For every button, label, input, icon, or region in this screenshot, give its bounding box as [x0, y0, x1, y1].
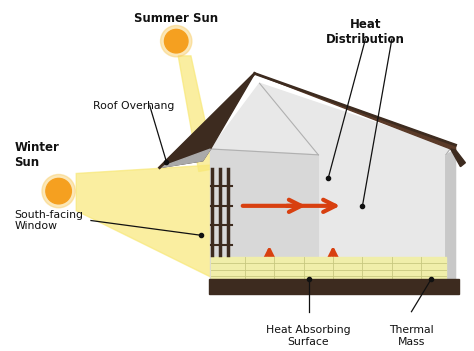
Polygon shape: [213, 196, 377, 279]
Text: Heat Absorbing
Surface: Heat Absorbing Surface: [266, 325, 351, 347]
Polygon shape: [210, 149, 319, 279]
Text: South-facing
Window: South-facing Window: [15, 210, 83, 231]
Polygon shape: [446, 150, 456, 294]
Polygon shape: [319, 155, 446, 279]
Circle shape: [46, 178, 72, 204]
Polygon shape: [210, 257, 446, 279]
Text: Heat
Distribution: Heat Distribution: [326, 18, 405, 46]
Polygon shape: [160, 73, 255, 168]
Polygon shape: [210, 83, 451, 155]
Text: Winter
Sun: Winter Sun: [15, 141, 59, 169]
Polygon shape: [160, 149, 210, 168]
Circle shape: [161, 26, 192, 57]
Text: Summer Sun: Summer Sun: [134, 12, 219, 25]
Circle shape: [42, 174, 75, 208]
Circle shape: [164, 29, 188, 53]
Text: Thermal
Mass: Thermal Mass: [389, 325, 434, 347]
Polygon shape: [209, 279, 458, 294]
Polygon shape: [255, 73, 456, 150]
Polygon shape: [76, 165, 219, 279]
Polygon shape: [451, 149, 465, 167]
Text: Roof Overhang: Roof Overhang: [93, 101, 174, 111]
Polygon shape: [178, 56, 216, 172]
